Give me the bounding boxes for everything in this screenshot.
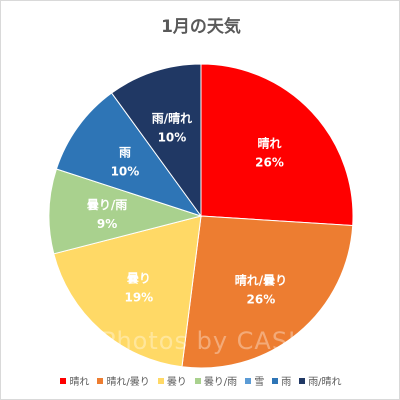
slice-category-label: 雨 bbox=[119, 146, 131, 160]
legend-item: 雨/晴れ bbox=[299, 373, 342, 388]
slice-percent-label: 9% bbox=[97, 217, 117, 231]
pie-slice bbox=[48, 168, 203, 255]
slice-percent-label: 26% bbox=[247, 292, 276, 306]
pie-slice bbox=[53, 215, 202, 368]
legend-swatch bbox=[245, 377, 252, 384]
legend-item: 雪 bbox=[245, 373, 264, 388]
legend-swatch bbox=[194, 377, 201, 384]
slice-percent-label: 19% bbox=[124, 291, 153, 305]
slice-percent-label: 10% bbox=[158, 131, 187, 145]
pie-slice bbox=[200, 63, 354, 227]
slice-category-label: 雨/晴れ bbox=[152, 111, 192, 126]
legend-swatch bbox=[299, 377, 306, 384]
slice-category-label: 曇り bbox=[127, 272, 151, 286]
legend-label: 雪 bbox=[254, 377, 265, 388]
slice-category-label: 晴れ/曇り bbox=[235, 272, 287, 287]
legend-item: 雨 bbox=[272, 373, 291, 388]
legend-label: 曇り/雨 bbox=[203, 377, 238, 388]
legend-label: 晴れ bbox=[69, 377, 90, 388]
legend-item: 曇り/雨 bbox=[194, 373, 238, 388]
legend-item: 晴れ bbox=[60, 373, 89, 388]
legend-label: 曇り bbox=[166, 377, 187, 388]
legend-label: 雨 bbox=[281, 377, 292, 388]
pie-slice bbox=[110, 63, 202, 218]
legend-swatch bbox=[97, 377, 104, 384]
legend-swatch bbox=[60, 377, 67, 384]
legend-item: 晴れ/曇り bbox=[97, 373, 150, 388]
legend-swatch bbox=[272, 377, 279, 384]
pie-slice bbox=[181, 215, 354, 369]
slice-percent-label: 26% bbox=[255, 156, 284, 170]
pie-slice bbox=[55, 92, 203, 217]
chart-title: 1月の天気 bbox=[161, 17, 241, 37]
legend-label: 雨/晴れ bbox=[308, 377, 342, 388]
legend-label: 晴れ/曇り bbox=[106, 377, 150, 388]
slice-category-label: 曇り/雨 bbox=[87, 198, 127, 212]
slice-category-label: 晴れ bbox=[258, 136, 282, 151]
slice-percent-label: 10% bbox=[111, 165, 140, 179]
legend-item: 曇り bbox=[157, 373, 187, 388]
legend: 晴れ 晴れ/曇り 曇り 曇り/雨 雪 雨 雨/晴れ bbox=[1, 373, 400, 388]
legend-swatch bbox=[157, 377, 164, 384]
watermark: Photos by CASIO bbox=[101, 327, 317, 355]
